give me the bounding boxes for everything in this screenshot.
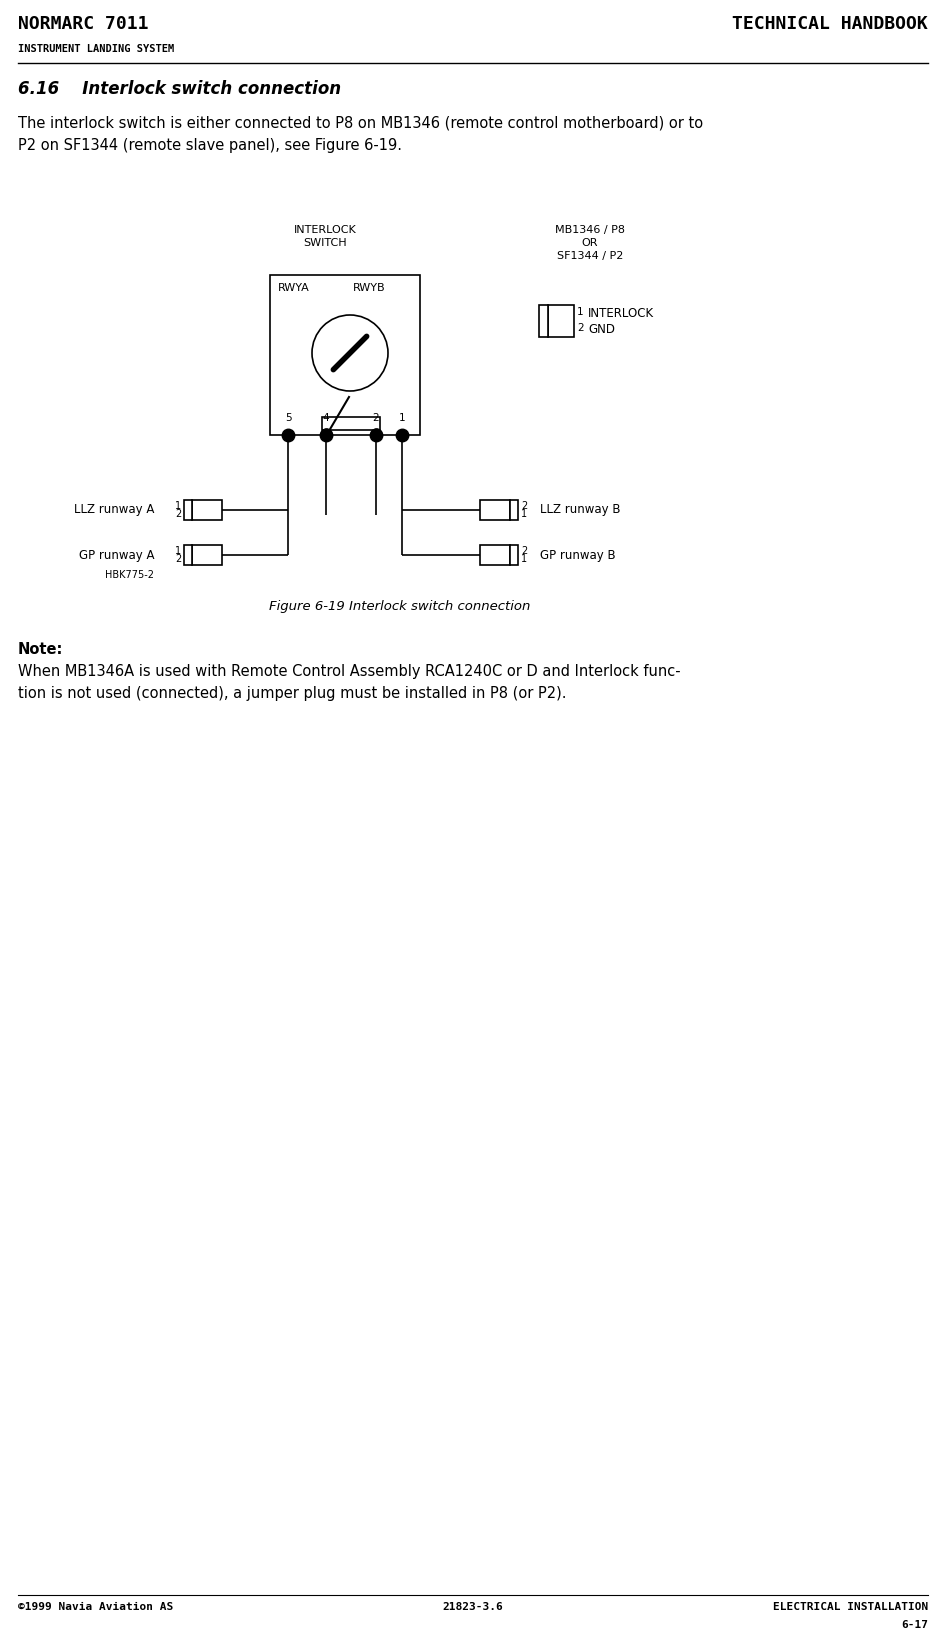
Text: When MB1346A is used with Remote Control Assembly RCA1240C or D and Interlock fu: When MB1346A is used with Remote Control…: [18, 664, 680, 679]
Text: MB1346 / P8: MB1346 / P8: [555, 225, 625, 235]
Text: 6.16    Interlock switch connection: 6.16 Interlock switch connection: [18, 80, 342, 98]
Text: INTERLOCK: INTERLOCK: [588, 307, 654, 320]
Circle shape: [312, 315, 388, 392]
Bar: [510, 499, 518, 521]
Text: 21823-3.6: 21823-3.6: [443, 1603, 503, 1612]
Text: RWYB: RWYB: [353, 282, 386, 294]
Bar: [322, 418, 380, 429]
Text: 1: 1: [175, 501, 181, 511]
Text: TECHNICAL HANDBOOK: TECHNICAL HANDBOOK: [732, 15, 928, 33]
Bar: [480, 545, 510, 565]
Text: 2: 2: [373, 413, 379, 423]
Bar: [192, 545, 222, 565]
Text: 2: 2: [175, 509, 181, 519]
Text: The interlock switch is either connected to P8 on MB1346 (remote control motherb: The interlock switch is either connected…: [18, 114, 703, 131]
Text: LLZ runway B: LLZ runway B: [540, 504, 621, 516]
Bar: [270, 276, 420, 436]
Text: 2: 2: [521, 547, 527, 557]
Text: GP runway B: GP runway B: [540, 548, 616, 561]
Bar: [510, 545, 518, 565]
Text: 1: 1: [521, 509, 527, 519]
Bar: [539, 305, 548, 336]
Text: Figure 6-19 Interlock switch connection: Figure 6-19 Interlock switch connection: [270, 601, 531, 614]
Text: OR: OR: [582, 238, 598, 248]
Text: GP runway A: GP runway A: [79, 548, 154, 561]
Text: tion is not used (connected), a jumper plug must be installed in P8 (or P2).: tion is not used (connected), a jumper p…: [18, 685, 567, 702]
Text: 1: 1: [175, 547, 181, 557]
Text: INSTRUMENT LANDING SYSTEM: INSTRUMENT LANDING SYSTEM: [18, 44, 174, 54]
Text: ELECTRICAL INSTALLATION: ELECTRICAL INSTALLATION: [773, 1603, 928, 1612]
Text: 1: 1: [577, 307, 584, 317]
Text: RWYA: RWYA: [278, 282, 309, 294]
Bar: [192, 499, 222, 521]
Bar: [480, 499, 510, 521]
Text: 4: 4: [323, 413, 329, 423]
Text: ©1999 Navia Aviation AS: ©1999 Navia Aviation AS: [18, 1603, 173, 1612]
Text: 1: 1: [398, 413, 405, 423]
Text: INTERLOCK: INTERLOCK: [293, 225, 357, 235]
Text: Note:: Note:: [18, 641, 63, 658]
Text: 6-17: 6-17: [901, 1621, 928, 1630]
Bar: [184, 499, 192, 521]
Text: 1: 1: [521, 553, 527, 565]
Text: LLZ runway A: LLZ runway A: [74, 504, 154, 516]
Bar: [184, 545, 192, 565]
Text: P2 on SF1344 (remote slave panel), see Figure 6-19.: P2 on SF1344 (remote slave panel), see F…: [18, 139, 402, 153]
Text: GND: GND: [588, 323, 615, 336]
Text: HBK775-2: HBK775-2: [105, 570, 154, 579]
Text: 5: 5: [285, 413, 291, 423]
Text: 2: 2: [577, 323, 584, 333]
Text: 2: 2: [521, 501, 527, 511]
Text: SWITCH: SWITCH: [303, 238, 347, 248]
Text: 2: 2: [175, 553, 181, 565]
Text: NORMARC 7011: NORMARC 7011: [18, 15, 149, 33]
Bar: [548, 305, 574, 336]
Text: SF1344 / P2: SF1344 / P2: [557, 251, 623, 261]
